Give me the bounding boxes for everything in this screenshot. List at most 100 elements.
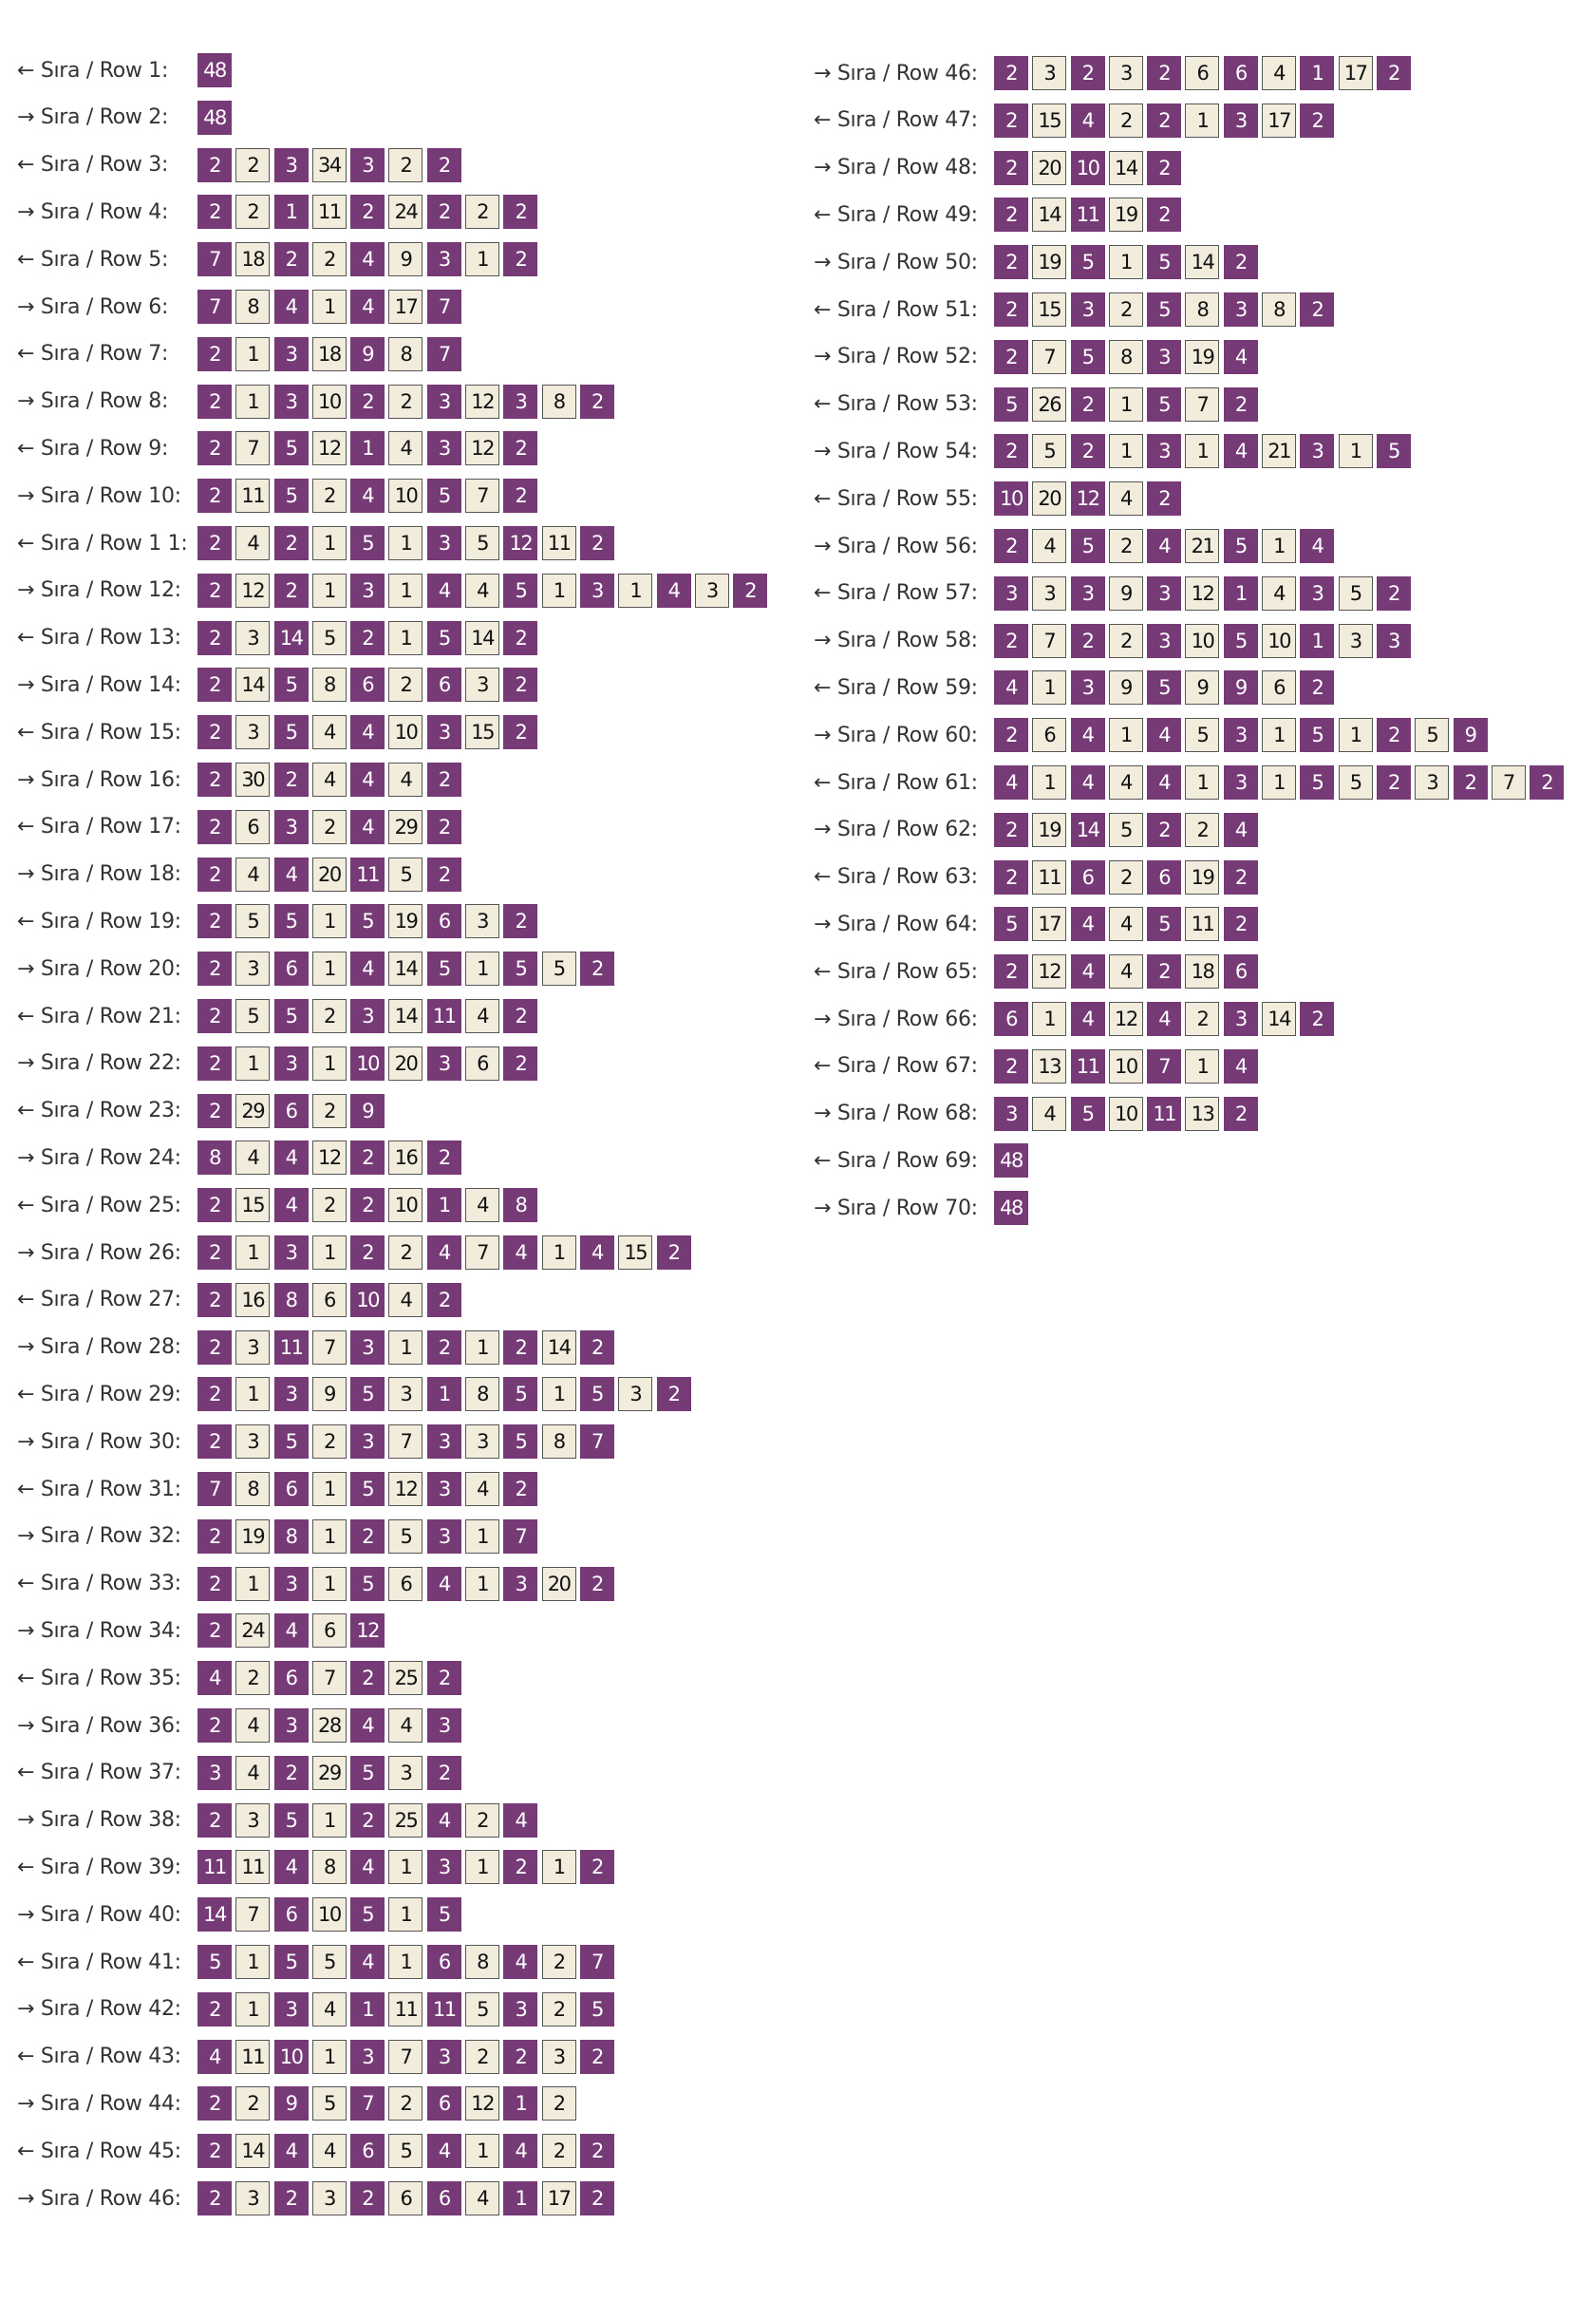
cell: 2 bbox=[1376, 575, 1411, 611]
cell: 2 bbox=[273, 1755, 309, 1790]
cell: 48 bbox=[994, 1191, 1028, 1226]
row: → Sıra / Row 58: 2 7 2 2 3 10 5 10 1 3 3 bbox=[814, 623, 1415, 658]
cell: 2 bbox=[733, 573, 768, 608]
cell: 2 bbox=[426, 1755, 461, 1790]
cell: 3 bbox=[197, 1755, 232, 1790]
cell: 2 bbox=[579, 952, 614, 987]
row-label: ← Sıra / Row 57: bbox=[814, 581, 978, 606]
cell: 4 bbox=[388, 763, 423, 797]
cell: 4 bbox=[273, 1141, 309, 1176]
cell: 19 bbox=[1032, 245, 1067, 280]
cell: 2 bbox=[994, 434, 1028, 469]
cell: 1 bbox=[311, 1046, 347, 1081]
cell: 5 bbox=[503, 1424, 538, 1460]
cell: 14 bbox=[235, 668, 271, 703]
cell: 3 bbox=[694, 573, 729, 608]
cell: 5 bbox=[311, 2086, 347, 2121]
row: → Sıra / Row 38: 2 3 5 1 2 25 4 2 4 bbox=[17, 1802, 542, 1838]
cell: 7 bbox=[197, 242, 232, 277]
cell: 8 bbox=[273, 1282, 309, 1317]
cell: 11 bbox=[426, 1991, 461, 2027]
cell: 5 bbox=[994, 907, 1028, 942]
cell: 2 bbox=[197, 1802, 232, 1838]
cell: 10 bbox=[350, 1046, 385, 1081]
cell: 11 bbox=[273, 1329, 309, 1365]
cell: 2 bbox=[426, 195, 461, 230]
cell: 2 bbox=[579, 2134, 614, 2169]
cell: 9 bbox=[350, 1093, 385, 1128]
cell: 1 bbox=[1108, 434, 1143, 469]
cell: 4 bbox=[235, 1708, 271, 1743]
row-label: ← Sıra / Row 21: bbox=[17, 1004, 181, 1028]
cell: 10 bbox=[350, 1282, 385, 1317]
cell: 2 bbox=[197, 2134, 232, 2169]
cell: 2 bbox=[197, 999, 232, 1033]
cell: 10 bbox=[388, 1188, 423, 1223]
cell: 2 bbox=[235, 147, 271, 182]
cell: 6 bbox=[273, 952, 309, 987]
cell: 3 bbox=[235, 715, 271, 750]
cell: 3 bbox=[1032, 575, 1067, 611]
cell: 1 bbox=[503, 2086, 538, 2121]
cell: 5 bbox=[197, 1945, 232, 1979]
row: → Sıra / Row 40: 14 7 6 10 5 1 5 bbox=[17, 1897, 465, 1932]
cell: 3 bbox=[273, 1377, 309, 1412]
cell: 4 bbox=[235, 857, 271, 892]
row: ← Sıra / Row 55: 10 20 12 4 2 bbox=[814, 481, 1185, 517]
cell: 12 bbox=[1108, 1002, 1143, 1036]
cell: 2 bbox=[311, 242, 347, 277]
cell: 2 bbox=[1223, 386, 1258, 422]
cell: 2 bbox=[579, 2039, 614, 2074]
cell: 4 bbox=[1262, 56, 1297, 90]
cell: 1 bbox=[235, 1235, 271, 1270]
cell: 7 bbox=[350, 2086, 385, 2121]
cell: 5 bbox=[388, 1518, 423, 1554]
cell: 2 bbox=[579, 2181, 614, 2215]
cell: 2 bbox=[994, 56, 1028, 90]
row: → Sıra / Row 4: 2 2 1 11 2 24 2 2 2 bbox=[17, 195, 542, 230]
cell: 4 bbox=[350, 1850, 385, 1885]
cell: 4 bbox=[656, 573, 691, 608]
cell: 4 bbox=[388, 1282, 423, 1317]
row: ← Sıra / Row 51: 2 15 3 2 5 8 3 8 2 bbox=[814, 292, 1339, 327]
cell: 10 bbox=[1262, 623, 1297, 658]
cell: 18 bbox=[235, 242, 271, 277]
cell: 2 bbox=[388, 2086, 423, 2121]
cell: 2 bbox=[197, 336, 232, 371]
row-label: → Sıra / Row 42: bbox=[17, 1997, 181, 2022]
cell: 2 bbox=[197, 195, 232, 230]
row-label: ← Sıra / Row 31: bbox=[17, 1477, 181, 1501]
cell: 15 bbox=[235, 1188, 271, 1223]
row-label: ← Sıra / Row 29: bbox=[17, 1382, 181, 1406]
cell: 2 bbox=[1185, 1002, 1220, 1036]
cell: 3 bbox=[994, 575, 1028, 611]
cell: 8 bbox=[311, 668, 347, 703]
cell: 17 bbox=[541, 2181, 576, 2215]
cell: 2 bbox=[994, 954, 1028, 990]
cell: 4 bbox=[1147, 1002, 1182, 1036]
cell: 2 bbox=[197, 904, 232, 939]
cell: 4 bbox=[273, 2134, 309, 2169]
row: → Sıra / Row 46: 2 3 2 3 2 6 6 4 1 17 2 bbox=[17, 2181, 618, 2215]
row-label: → Sıra / Row 18: bbox=[17, 862, 181, 887]
row-label: ← Sıra / Row 1: bbox=[17, 58, 169, 83]
cell: 2 bbox=[1376, 765, 1411, 800]
cell: 11 bbox=[350, 857, 385, 892]
cell: 4 bbox=[350, 1945, 385, 1979]
row-label: → Sıra / Row 70: bbox=[814, 1196, 978, 1220]
cell: 3 bbox=[1376, 623, 1411, 658]
cell: 1 bbox=[311, 2039, 347, 2074]
cell: 8 bbox=[388, 336, 423, 371]
cell: 4 bbox=[1070, 103, 1105, 138]
cell: 2 bbox=[1223, 245, 1258, 280]
cell: 11 bbox=[1185, 907, 1220, 942]
cell: 6 bbox=[1147, 859, 1182, 895]
cell: 7 bbox=[579, 1424, 614, 1460]
row: → Sıra / Row 32: 2 19 8 1 2 5 3 1 7 bbox=[17, 1518, 542, 1554]
cell: 5 bbox=[1338, 765, 1373, 800]
cell: 3 bbox=[1147, 575, 1182, 611]
row: ← Sıra / Row 7: 2 1 3 18 9 8 7 bbox=[17, 336, 465, 371]
row-label: → Sıra / Row 36: bbox=[17, 1713, 181, 1738]
cell: 2 bbox=[541, 2086, 576, 2121]
cell: 30 bbox=[235, 763, 271, 797]
